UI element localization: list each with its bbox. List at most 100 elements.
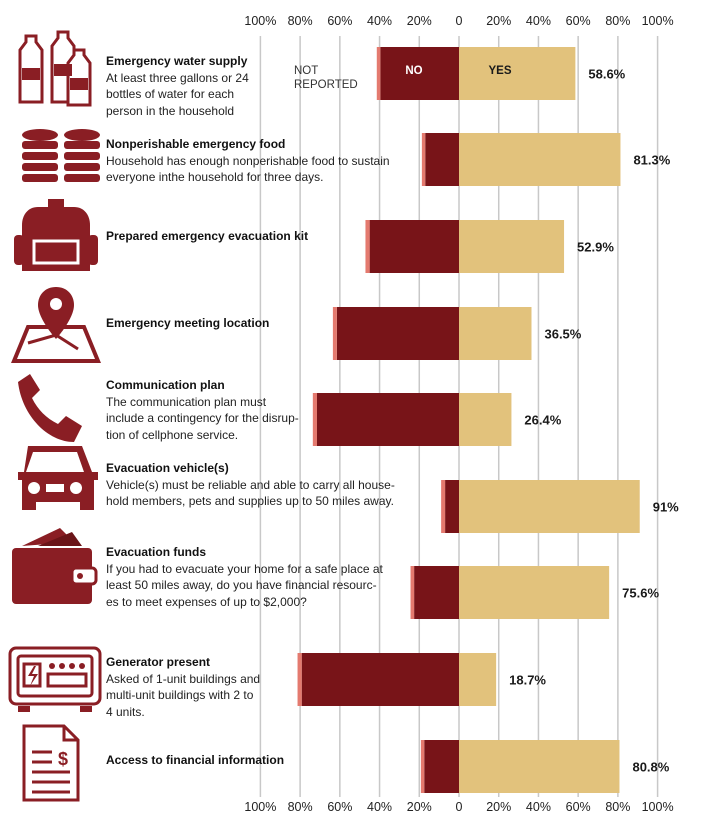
- x-axis-bottom: 100% 80% 60% 40% 20% 0 20% 40% 60% 80% 100%: [244, 800, 673, 814]
- row-desc-line: tion of cellphone service.: [106, 427, 239, 442]
- bar-not-reported: [297, 653, 302, 706]
- yes-value-label: 81.3%: [633, 153, 670, 168]
- row-label: Prepared emergency evacuation kit: [106, 228, 308, 245]
- row-title: Emergency water supply: [106, 54, 248, 68]
- bar-not-reported: [410, 566, 415, 619]
- row-label: Access to financial information: [106, 752, 284, 769]
- bar-not-reported: [312, 393, 318, 446]
- bottom-tick-label: 100%: [642, 800, 674, 814]
- legend-not-reported-line1: NOT: [294, 65, 318, 77]
- row-title: Communication plan: [106, 378, 225, 392]
- bottom-tick-label: 80%: [288, 800, 313, 814]
- yes-value-label: 91%: [653, 500, 679, 515]
- row-label: Evacuation funds If you had to evacuate …: [106, 544, 383, 610]
- bar-not-reported: [332, 307, 337, 360]
- bar-no: [369, 220, 459, 273]
- bar-not-reported: [376, 47, 381, 100]
- yes-value-label: 36.5%: [544, 327, 581, 342]
- row-desc-line: If you had to evacuate your home for a s…: [106, 561, 383, 576]
- row-label: Emergency meeting location: [106, 315, 269, 332]
- row-label: Evacuation vehicle(s) Vehicle(s) must be…: [106, 460, 395, 510]
- top-tick-label: 40%: [526, 14, 551, 28]
- row-title: Emergency meeting location: [106, 316, 270, 330]
- row-desc-line: everyone inthe household for three days.: [106, 170, 324, 184]
- legend-not-reported-line2: REPORTED: [294, 79, 358, 91]
- bar-yes: [459, 566, 610, 619]
- row-label: Emergency water supply At least three ga…: [106, 53, 249, 119]
- yes-value-label: 18.7%: [509, 673, 546, 688]
- row-desc-line: multi-unit buildings with 2 to: [106, 688, 254, 702]
- canned-food-icon: [22, 129, 100, 182]
- bar-yes: [459, 220, 565, 273]
- bottom-tick-label: 40%: [526, 800, 551, 814]
- bottom-tick-label: 40%: [367, 800, 392, 814]
- phone-icon: [18, 374, 82, 442]
- row-desc-line: Asked of 1-unit buildings and: [106, 671, 261, 686]
- map-pin-icon: [11, 287, 101, 363]
- bars: [297, 47, 640, 793]
- row-desc-line: The communication plan must: [106, 394, 267, 409]
- car-icon: [18, 446, 98, 510]
- row-label: Generator present Asked of 1-unit buildi…: [106, 654, 260, 720]
- row-title: Evacuation vehicle(s): [106, 461, 229, 475]
- legend-yes-label: YES: [488, 65, 511, 77]
- row-label: Nonperishable emergency food Household h…: [106, 136, 390, 186]
- top-tick-label: 20%: [486, 14, 511, 28]
- bottom-tick-label: 80%: [605, 800, 630, 814]
- row-title: Evacuation funds: [106, 545, 207, 559]
- bar-yes: [459, 133, 621, 186]
- row-desc-line: Household has enough nonperishable food …: [106, 153, 390, 168]
- bar-no: [424, 740, 459, 793]
- yes-value-label: 58.6%: [588, 67, 625, 82]
- bar-yes: [459, 653, 497, 706]
- bottom-tick-label: 20%: [486, 800, 511, 814]
- bottom-tick-label: 0: [456, 800, 463, 814]
- svg-text:$: $: [58, 749, 68, 769]
- row-desc-line: person in the household: [106, 103, 235, 118]
- yes-value-label: 52.9%: [577, 240, 614, 255]
- bar-no: [425, 133, 459, 186]
- water-bottles-icon: [18, 30, 92, 107]
- generator-icon: [8, 646, 102, 712]
- bar-yes: [459, 393, 512, 446]
- bottom-tick-label: 60%: [327, 800, 352, 814]
- row-desc-line: es to meet expenses of up to $2,000?: [106, 594, 307, 609]
- top-tick-label: 100%: [244, 14, 276, 28]
- top-tick-label: 20%: [407, 14, 432, 28]
- bar-no: [445, 480, 459, 533]
- bar-no: [414, 566, 459, 619]
- top-tick-label: 80%: [288, 14, 313, 28]
- row-desc-line: hold members, pets and supplies up to 50…: [106, 494, 394, 508]
- row-title: Prepared emergency evacuation kit: [106, 229, 309, 243]
- top-tick-label: 40%: [367, 14, 392, 28]
- bar-not-reported: [365, 220, 370, 273]
- row-title: Access to financial information: [106, 753, 285, 767]
- yes-value-label: 80.8%: [632, 760, 669, 775]
- row-title: Nonperishable emergency food: [106, 137, 286, 151]
- row-desc-line: Vehicle(s) must be reliable and able to …: [106, 477, 395, 492]
- financial-document-icon: $: [22, 724, 80, 802]
- legend: NOT REPORTED NO YES: [294, 65, 512, 91]
- bottom-tick-label: 20%: [407, 800, 432, 814]
- bar-no: [336, 307, 459, 360]
- bar-yes: [459, 740, 620, 793]
- yes-value-label: 26.4%: [524, 413, 561, 428]
- legend-no-label: NO: [405, 65, 422, 77]
- bar-not-reported: [421, 133, 426, 186]
- bar-yes: [459, 480, 640, 533]
- bottom-tick-label: 100%: [244, 800, 276, 814]
- bar-no: [380, 47, 459, 100]
- bar-no: [301, 653, 459, 706]
- top-tick-label: 100%: [642, 14, 674, 28]
- bar-not-reported: [441, 480, 446, 533]
- bar-not-reported: [420, 740, 425, 793]
- top-tick-label: 60%: [566, 14, 591, 28]
- top-tick-label: 0: [456, 14, 463, 28]
- wallet-icon: [12, 528, 98, 604]
- bar-yes: [459, 47, 576, 100]
- row-desc-line: At least three gallons or 24: [106, 70, 249, 85]
- top-tick-label: 80%: [605, 14, 630, 28]
- top-tick-label: 60%: [327, 14, 352, 28]
- row-desc-line: bottles of water for each: [106, 87, 235, 101]
